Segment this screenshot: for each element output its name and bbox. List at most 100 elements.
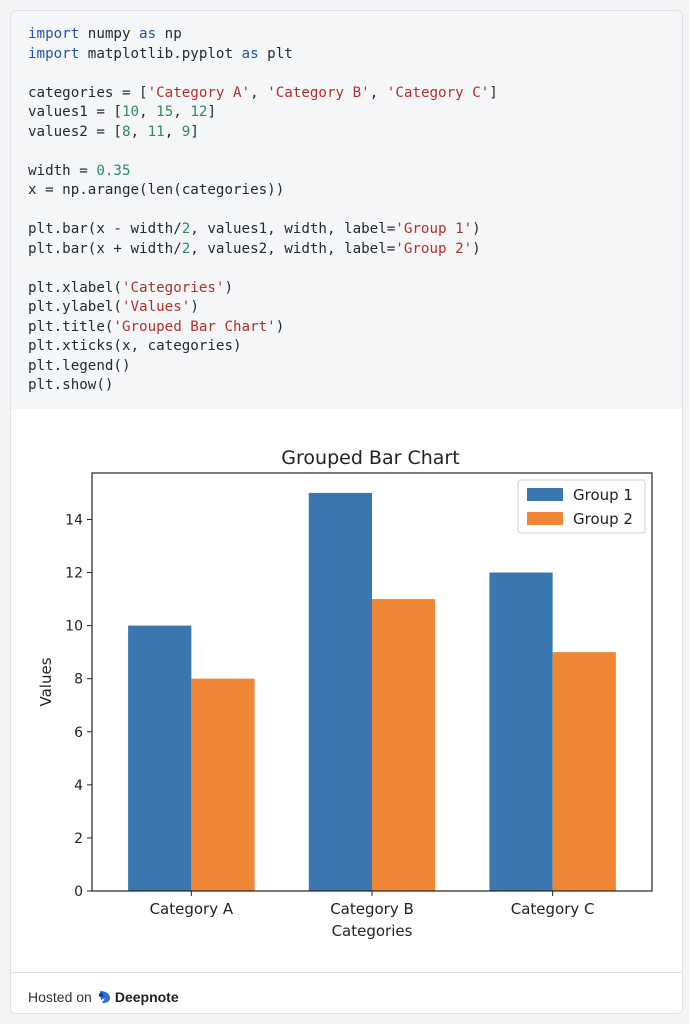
chart-legend: Group 1 Group 2 bbox=[517, 479, 646, 534]
code-block[interactable]: import numpy as np import matplotlib.pypl… bbox=[28, 25, 498, 396]
code-token: import bbox=[28, 45, 80, 62]
bar-group-1-2 bbox=[308, 492, 372, 891]
code-line bbox=[28, 201, 498, 221]
code-token: plt.legend() bbox=[28, 357, 131, 374]
code-token: width = bbox=[28, 162, 97, 179]
code-token: plt.xticks(x, categories) bbox=[28, 338, 242, 354]
code-token: matplotlib.pyplot bbox=[79, 45, 242, 62]
code-line: plt.ylabel('Values') bbox=[28, 298, 498, 318]
bar-group-1-1 bbox=[128, 625, 192, 891]
y-tick-label: 2 bbox=[74, 831, 83, 847]
y-tick-label: 8 bbox=[74, 672, 83, 688]
code-token: , values2, width, label= bbox=[190, 240, 396, 257]
legend-swatch bbox=[527, 488, 563, 501]
code-line: plt.bar(x - width/2, values1, width, lab… bbox=[28, 220, 498, 240]
code-token: plt.show() bbox=[28, 377, 114, 393]
y-axis-label: Values bbox=[37, 657, 55, 706]
x-tick-label: Category A bbox=[150, 900, 234, 918]
code-token: ) bbox=[472, 221, 481, 237]
code-token: plt.bar(x + width/ bbox=[28, 240, 182, 257]
code-token: , values1, width, label= bbox=[190, 221, 396, 237]
code-token: categories = [ bbox=[28, 84, 148, 101]
code-token: ] bbox=[489, 84, 498, 101]
notebook-cell: import numpy as np import matplotlib.pypl… bbox=[10, 10, 683, 1014]
bar-group-1-3 bbox=[489, 572, 553, 891]
code-line bbox=[28, 64, 498, 84]
code-token: 12 bbox=[190, 104, 208, 120]
code-token: as bbox=[241, 45, 259, 62]
code-token: 2 bbox=[181, 240, 191, 257]
code-token: 9 bbox=[181, 123, 191, 140]
code-cell[interactable]: import numpy as np import matplotlib.pypl… bbox=[11, 11, 682, 410]
code-line: plt.legend() bbox=[28, 357, 498, 377]
code-token: 11 bbox=[147, 123, 165, 140]
hosted-on[interactable]: Hosted on Deepnote bbox=[28, 989, 179, 1005]
code-line: x = np.arange(len(categories)) bbox=[28, 181, 498, 201]
code-token: plt.title( bbox=[28, 318, 114, 335]
chart-title: Grouped Bar Chart bbox=[281, 447, 459, 469]
code-token: as bbox=[139, 26, 157, 42]
code-token: 'Category B' bbox=[267, 84, 370, 101]
code-token: plt.xlabel( bbox=[28, 279, 122, 296]
output-cell: Grouped Bar Chart 0 2 4 6 8 10 12 14 Category A… bbox=[11, 409, 682, 972]
code-token: 'Group 2' bbox=[395, 240, 473, 257]
code-token: ) bbox=[275, 318, 285, 335]
y-tick-label: 10 bbox=[65, 619, 83, 635]
code-token: , bbox=[164, 123, 182, 140]
code-token: 'Group 1' bbox=[395, 221, 473, 237]
code-line: plt.xlabel('Categories') bbox=[28, 279, 498, 299]
code-token: , bbox=[139, 104, 157, 120]
code-token: ] bbox=[190, 123, 199, 140]
code-token: 8 bbox=[121, 123, 131, 140]
code-token: , bbox=[130, 123, 148, 140]
code-line: values2 = [8, 11, 9] bbox=[28, 123, 498, 143]
y-tick-label: 14 bbox=[65, 512, 83, 528]
code-token: , bbox=[173, 104, 191, 120]
code-line: plt.show() bbox=[28, 376, 498, 396]
code-token: 'Categories' bbox=[121, 279, 225, 296]
code-token: ) bbox=[472, 240, 481, 257]
bar-group-2-2 bbox=[372, 599, 436, 891]
code-token: plt.bar(x - width/ bbox=[28, 221, 182, 237]
code-line bbox=[28, 142, 498, 162]
code-token: 2 bbox=[181, 221, 191, 237]
code-token: , bbox=[369, 84, 387, 101]
x-axis-label: Categories bbox=[332, 922, 413, 940]
deepnote-brand: Deepnote bbox=[114, 989, 179, 1005]
footer: Hosted on Deepnote bbox=[11, 972, 682, 1013]
code-line: plt.title('Grouped Bar Chart') bbox=[28, 318, 498, 338]
code-line bbox=[28, 259, 498, 279]
code-token: values1 = [ bbox=[28, 104, 122, 120]
code-token: ) bbox=[190, 299, 199, 315]
legend-label: Group 1 bbox=[573, 486, 633, 504]
code-line: values1 = [10, 15, 12] bbox=[28, 103, 498, 123]
code-line: plt.xticks(x, categories) bbox=[28, 337, 498, 357]
legend-label: Group 2 bbox=[573, 510, 633, 528]
code-token: numpy bbox=[79, 26, 140, 42]
code-token: , bbox=[250, 84, 268, 101]
grouped-bar-chart: Grouped Bar Chart 0 2 4 6 8 10 12 14 Category A… bbox=[37, 447, 653, 940]
code-line: categories = ['Category A', 'Category B'… bbox=[28, 84, 498, 104]
code-token: np bbox=[156, 26, 182, 42]
x-tick-label: Category B bbox=[330, 900, 414, 918]
code-token: import bbox=[28, 26, 80, 42]
code-token: 'Grouped Bar Chart' bbox=[113, 318, 276, 335]
y-tick-label: 12 bbox=[65, 566, 83, 582]
code-token: plt bbox=[258, 45, 293, 62]
hosted-on-label: Hosted on bbox=[28, 989, 92, 1005]
code-token: 'Category A' bbox=[147, 84, 251, 101]
code-line: width = 0.35 bbox=[28, 162, 498, 182]
x-tick-label: Category C bbox=[511, 900, 595, 918]
y-tick-label: 0 bbox=[74, 884, 83, 900]
code-line: import matplotlib.pyplot as plt bbox=[28, 45, 498, 65]
code-token: 0.35 bbox=[96, 162, 131, 179]
deepnote-logo-icon bbox=[97, 990, 111, 1004]
code-line: import numpy as np bbox=[28, 25, 498, 45]
code-line: plt.bar(x + width/2, values2, width, lab… bbox=[28, 240, 498, 260]
bar-group-2-3 bbox=[552, 652, 616, 891]
y-tick-label: 4 bbox=[74, 778, 83, 794]
code-token: ] bbox=[207, 104, 216, 120]
code-token: x = np.arange(len(categories)) bbox=[28, 182, 285, 198]
code-token: ) bbox=[224, 279, 234, 296]
y-tick-label: 6 bbox=[74, 725, 83, 741]
